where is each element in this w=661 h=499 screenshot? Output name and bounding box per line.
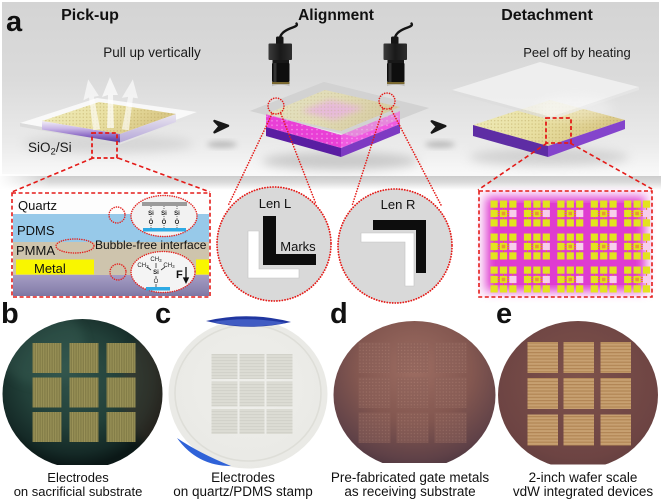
svg-text:as receiving substrate: as receiving substrate <box>344 484 475 499</box>
svg-text:Si: Si <box>174 211 180 217</box>
svg-text:CH3: CH3 <box>137 263 149 269</box>
svg-text:a: a <box>6 6 23 38</box>
svg-text:O: O <box>154 279 159 285</box>
svg-text:Len L: Len L <box>259 196 292 211</box>
svg-text:Si: Si <box>153 270 159 276</box>
svg-text:SiO2/Si: SiO2/Si <box>28 140 72 158</box>
svg-text:CH3: CH3 <box>150 257 162 263</box>
svg-text:vdW integrated devices: vdW integrated devices <box>513 484 654 499</box>
svg-text:Quartz: Quartz <box>18 198 57 213</box>
svg-text:Si: Si <box>148 211 154 217</box>
svg-text:Electrodes: Electrodes <box>211 470 275 485</box>
svg-text:Electrodes: Electrodes <box>47 470 109 485</box>
svg-text:PDMS: PDMS <box>17 223 55 238</box>
svg-text:on sacrificial substrate: on sacrificial substrate <box>14 484 143 499</box>
svg-text:Marks: Marks <box>280 239 316 254</box>
svg-text:O: O <box>175 220 180 226</box>
svg-text:Pull up vertically: Pull up vertically <box>103 45 201 60</box>
svg-text:Pre-fabricated gate metals: Pre-fabricated gate metals <box>331 470 490 485</box>
svg-text:Bubble-free interface: Bubble-free interface <box>95 238 207 252</box>
svg-text:Pick-up: Pick-up <box>61 7 119 24</box>
svg-text:CH3: CH3 <box>163 263 175 269</box>
svg-text:Len R: Len R <box>381 197 416 212</box>
svg-text:Peel off by heating: Peel off by heating <box>523 45 630 60</box>
svg-text:c: c <box>155 298 171 330</box>
svg-text:b: b <box>1 298 19 330</box>
svg-text:Detachment: Detachment <box>501 7 593 24</box>
svg-text:O: O <box>162 220 167 226</box>
svg-text:F: F <box>176 269 183 281</box>
svg-text:e: e <box>496 298 512 330</box>
svg-text:Alignment: Alignment <box>298 7 374 24</box>
svg-text:Metal: Metal <box>34 261 66 276</box>
svg-text:on quartz/PDMS stamp: on quartz/PDMS stamp <box>173 484 313 499</box>
svg-text:PMMA: PMMA <box>16 243 55 258</box>
svg-text:2-inch wafer scale: 2-inch wafer scale <box>529 470 638 485</box>
svg-text:d: d <box>330 298 348 330</box>
svg-text:Si: Si <box>161 211 167 217</box>
svg-text:O: O <box>149 220 154 226</box>
